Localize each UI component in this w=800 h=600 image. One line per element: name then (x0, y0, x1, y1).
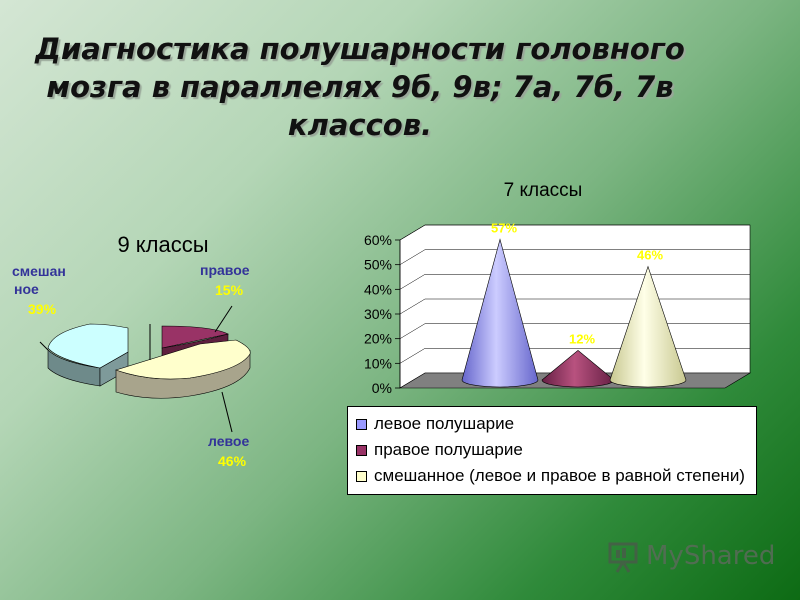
title-line-3: классов. (287, 108, 433, 142)
pie-label-right: правое (200, 262, 250, 278)
gridline (399, 274, 750, 290)
y-tick-label: 0% (372, 380, 392, 396)
legend-item-mixed: смешанное (левое и правое в равной степе… (356, 463, 748, 489)
cone-value-label-0: 57% (491, 220, 517, 235)
watermark: MyShared (606, 536, 776, 576)
y-tick-label: 20% (364, 331, 392, 347)
pie-label-left: левое (208, 433, 249, 449)
legend-item-left: левое полушарие (356, 411, 748, 437)
cone-chart-7: 7 классы 0% 10% 20% 30% 40% 50% 60% 57% 12% 46% (364, 180, 752, 396)
y-tick-label: 10% (364, 355, 392, 371)
chart-legend: левое полушарие правое полушарие смешанн… (347, 406, 757, 495)
cone-value-label-2: 46% (637, 248, 663, 263)
pie-label-mixed-line2: ное (14, 281, 39, 297)
pie-title: 9 классы (117, 232, 208, 257)
pie-slice-left (115, 339, 251, 380)
leader-line-left (221, 391, 233, 433)
legend-label-mixed: смешанное (левое и правое в равной степе… (374, 466, 745, 485)
pie-value-left: 46% (218, 453, 247, 469)
gridline (399, 249, 750, 265)
pie-value-right: 15% (215, 282, 244, 298)
presentation-board-icon (608, 542, 638, 573)
pie-value-mixed: 39% (28, 301, 57, 317)
y-tick-label: 50% (364, 257, 392, 273)
legend-label-right: правое полушарие (374, 440, 523, 459)
legend-swatch-right (356, 444, 367, 456)
y-tick-label: 60% (364, 232, 392, 248)
pie-slice-mixed (47, 323, 129, 369)
cone-value-label-1: 12% (569, 331, 595, 346)
gridline (399, 224, 750, 241)
pie-label-mixed-line1: смешан (12, 263, 66, 279)
pie-slice-right (161, 325, 229, 349)
leader-line-right (214, 305, 233, 333)
legend-swatch-left (356, 418, 367, 430)
watermark-text: MyShared (646, 541, 776, 571)
legend-label-left: левое полушарие (374, 414, 515, 433)
y-tick-label: 30% (364, 306, 392, 322)
y-tick-label: 40% (364, 281, 392, 297)
title-line-2: мозга в параллелях 9б, 9в; 7а, 7б, 7в (46, 70, 674, 104)
cone-chart-title: 7 классы (504, 180, 583, 201)
legend-swatch-mixed (356, 470, 367, 482)
title-line-1: Диагностика полушарности головного (35, 32, 685, 66)
leader-line-mixed (39, 341, 49, 351)
slide-title: Диагностика полушарности головного мозга… (30, 30, 690, 144)
pie-chart-9: 9 классы смешан ное 39% правое 15% левое… (12, 232, 251, 469)
cone-0 (461, 238, 539, 388)
legend-item-right: правое полушарие (356, 437, 748, 463)
cone-2 (609, 265, 687, 388)
